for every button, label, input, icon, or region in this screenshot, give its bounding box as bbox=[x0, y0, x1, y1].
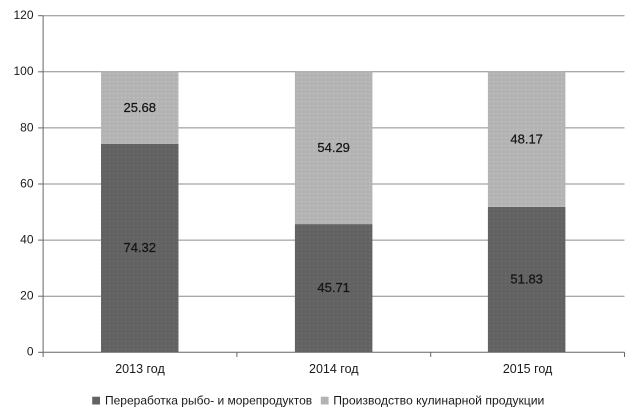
svg-text:2013 год: 2013 год bbox=[115, 362, 165, 376]
svg-text:40: 40 bbox=[20, 233, 34, 247]
svg-text:120: 120 bbox=[13, 8, 33, 22]
svg-text:54.29: 54.29 bbox=[317, 140, 350, 155]
svg-text:74.32: 74.32 bbox=[123, 240, 156, 255]
svg-text:51.83: 51.83 bbox=[510, 272, 543, 287]
svg-text:Производство кулинарной продук: Производство кулинарной продукции bbox=[333, 394, 544, 408]
svg-text:60: 60 bbox=[20, 176, 34, 190]
svg-text:80: 80 bbox=[20, 120, 34, 134]
svg-text:25.68: 25.68 bbox=[123, 100, 156, 115]
svg-text:0: 0 bbox=[27, 345, 34, 359]
svg-text:2014 год: 2014 год bbox=[309, 362, 359, 376]
svg-text:2015 год: 2015 год bbox=[503, 362, 553, 376]
svg-text:Переработка рыбо- и морепродук: Переработка рыбо- и морепродуктов bbox=[105, 394, 312, 408]
svg-text:45.71: 45.71 bbox=[317, 280, 350, 295]
svg-text:100: 100 bbox=[13, 64, 33, 78]
svg-text:48.17: 48.17 bbox=[510, 131, 543, 146]
svg-text:20: 20 bbox=[20, 289, 34, 303]
